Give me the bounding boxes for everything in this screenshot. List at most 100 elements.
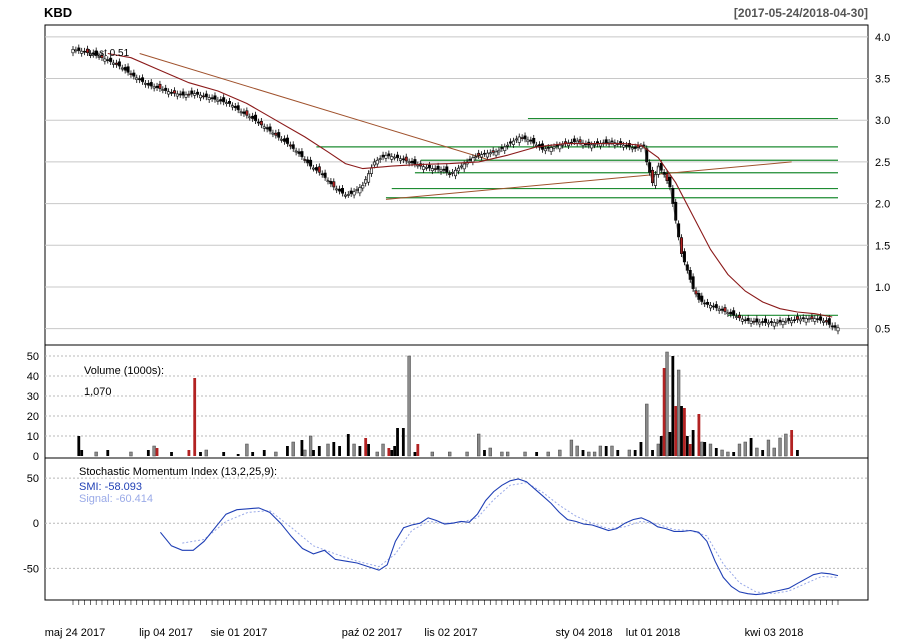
candle-body bbox=[836, 327, 840, 332]
candle-body bbox=[485, 152, 489, 158]
candle-body bbox=[755, 318, 759, 323]
volume-bar bbox=[413, 452, 417, 456]
volume-bar bbox=[587, 451, 591, 457]
volume-bar bbox=[245, 443, 249, 457]
volume-bar bbox=[688, 444, 692, 456]
candle-body bbox=[648, 162, 652, 173]
smi-tick-label: 0 bbox=[33, 518, 39, 530]
volume-bar bbox=[390, 450, 394, 456]
volume-bar bbox=[720, 449, 724, 457]
candle-body bbox=[764, 318, 768, 323]
smi-panel-frame bbox=[44, 457, 869, 601]
volume-bar bbox=[558, 449, 562, 457]
candle-body bbox=[781, 321, 785, 326]
volume-bar bbox=[300, 440, 304, 456]
volume-bar bbox=[592, 451, 597, 457]
volume-bar bbox=[633, 450, 637, 456]
volume-bar bbox=[604, 446, 608, 456]
volume-bar bbox=[627, 449, 632, 457]
volume-bar bbox=[671, 356, 675, 456]
volume-bar bbox=[187, 450, 191, 456]
volume-bar bbox=[375, 451, 379, 457]
volume-bar bbox=[766, 439, 771, 457]
trend-line bbox=[385, 161, 792, 200]
volume-bar bbox=[610, 445, 614, 457]
volume-bar bbox=[193, 378, 197, 456]
volume-bar bbox=[430, 451, 434, 457]
volume-bar bbox=[674, 406, 678, 456]
volume-bar bbox=[80, 450, 84, 456]
support-resistance-lines bbox=[316, 117, 838, 316]
volume-bar bbox=[291, 441, 295, 457]
signal-line bbox=[182, 482, 839, 595]
volume-tick-label: 10 bbox=[27, 431, 39, 443]
volume-bar bbox=[778, 437, 782, 457]
volume-bar bbox=[286, 446, 289, 456]
x-label-2: sie 01 2017 bbox=[211, 627, 268, 639]
volume-bar bbox=[639, 442, 643, 456]
volume-bar bbox=[396, 428, 399, 456]
volume-bar bbox=[772, 447, 776, 457]
volume-bar bbox=[401, 428, 405, 456]
volume-bar bbox=[364, 438, 368, 456]
candle-body bbox=[688, 269, 692, 280]
volume-bar bbox=[665, 351, 669, 457]
x-label-5: sty 04 2018 bbox=[556, 627, 613, 639]
trend-lines bbox=[139, 53, 792, 200]
signal-value-label: Signal: -60.414 bbox=[79, 493, 153, 505]
volume-bar bbox=[645, 403, 649, 457]
x-label-7: kwi 03 2018 bbox=[745, 627, 804, 639]
volume-bar bbox=[683, 408, 686, 456]
volume-bar bbox=[94, 451, 98, 457]
volume-title: Volume (1000s): bbox=[84, 365, 164, 377]
x-axis-labels: maj 24 2017 lip 04 2017 sie 01 2017 paź … bbox=[45, 627, 804, 639]
smi-value-label: SMI: -58.093 bbox=[79, 481, 142, 493]
volume-tick-label: 30 bbox=[27, 391, 39, 403]
volume-bar bbox=[598, 445, 603, 457]
volume-bar bbox=[726, 451, 730, 457]
volume-bar bbox=[500, 451, 504, 457]
volume-bar bbox=[465, 451, 469, 457]
price-axis: 4.0 3.5 3.0 2.5 2.0 1.5 1.0 0.5 bbox=[875, 32, 890, 336]
volume-bar bbox=[575, 445, 579, 457]
smi-grid bbox=[45, 477, 868, 569]
volume-bar bbox=[685, 436, 689, 456]
volume-bar bbox=[308, 435, 313, 457]
volume-bar bbox=[743, 441, 747, 457]
volume-grid bbox=[45, 355, 868, 437]
volume-bar bbox=[251, 452, 255, 456]
volume-bar bbox=[274, 451, 278, 457]
volume-tick-label: 50 bbox=[27, 351, 39, 363]
volume-bar bbox=[236, 454, 240, 456]
volume-bar bbox=[506, 451, 510, 457]
volume-bar bbox=[784, 433, 788, 457]
x-label-1: lip 04 2017 bbox=[139, 627, 193, 639]
price-tick-label: 0.5 bbox=[875, 324, 890, 336]
volume-bar bbox=[448, 451, 452, 457]
volume-bar bbox=[407, 355, 411, 457]
volume-bar bbox=[488, 447, 492, 457]
volume-bar bbox=[170, 452, 173, 456]
volume-tick-label: 0 bbox=[33, 451, 39, 463]
volume-bar bbox=[367, 444, 370, 456]
volume-bar bbox=[708, 443, 713, 457]
smi-title: Stochastic Momentum Index (13,2,25,9): bbox=[79, 466, 277, 478]
volume-bar bbox=[790, 430, 794, 456]
volume-bar bbox=[483, 450, 486, 456]
volume-bar bbox=[761, 450, 765, 456]
trend-line bbox=[139, 53, 491, 161]
volume-bar bbox=[581, 450, 585, 456]
volume-bar bbox=[303, 449, 307, 457]
volume-bar bbox=[732, 452, 736, 456]
volume-bar bbox=[358, 446, 362, 456]
volume-bar bbox=[680, 406, 683, 456]
last-price-label: Last 0.51 bbox=[88, 48, 130, 59]
volume-bar bbox=[346, 434, 350, 456]
candle-body bbox=[436, 165, 440, 170]
volume-bar bbox=[326, 443, 330, 457]
volume-bar bbox=[691, 430, 695, 456]
candle-body bbox=[222, 97, 226, 103]
volume-bar bbox=[697, 414, 701, 456]
volume-bar bbox=[662, 368, 666, 456]
candle-body bbox=[549, 147, 553, 152]
